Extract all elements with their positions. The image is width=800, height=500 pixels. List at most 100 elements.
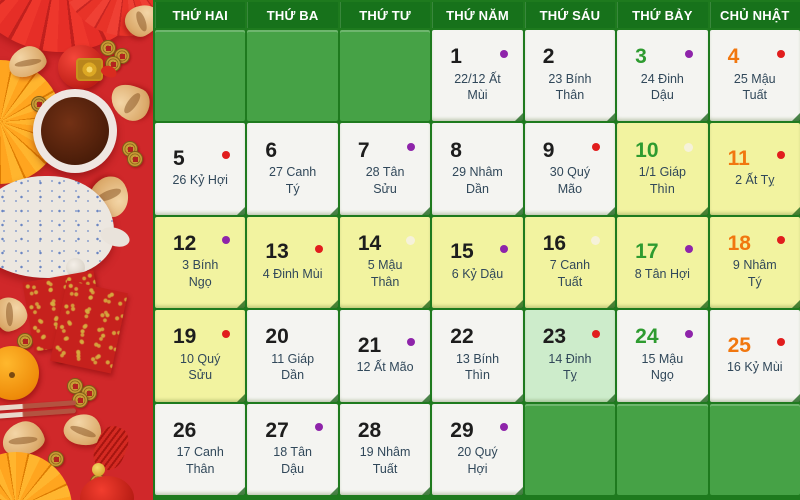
teapot-icon (0, 176, 114, 278)
lunar-date: 29 Nhâm Dần (452, 165, 503, 196)
day-cell-8[interactable]: 8 29 Nhâm Dần (432, 123, 524, 216)
solar-day-number: 20 (265, 325, 289, 349)
day-cell-4[interactable]: 4 25 Mậu Tuất (709, 30, 800, 122)
lunar-date: 10 Quý Sửu (180, 351, 221, 383)
weekday-header-2: THỨ BA (247, 2, 338, 28)
day-cell-26[interactable]: 26 17 Canh Thân (155, 403, 246, 496)
day-cell-3[interactable]: 3 24 Đinh Dậu (617, 30, 708, 122)
day-cell-1[interactable]: 1 22/12 Ất Mùi (432, 30, 524, 122)
solar-day-number: 12 (173, 231, 197, 255)
event-dot-pale-icon (406, 236, 416, 246)
empty-cell (339, 30, 431, 122)
day-cell-5[interactable]: 5 26 Kỷ Hợi (155, 123, 246, 216)
event-dot-purple-icon (314, 423, 323, 432)
day-cell-24[interactable]: 24 15 Mậu Ngọ (617, 310, 708, 403)
lunar-date: 22/12 Ất Mùi (454, 71, 501, 103)
weekday-header-7: CHỦ NHẬT (709, 2, 800, 28)
day-cell-9[interactable]: 9 30 Quý Mão (524, 123, 616, 216)
day-cell-19[interactable]: 19 10 Quý Sửu (155, 310, 246, 403)
day-cell-28[interactable]: 28 19 Nhâm Tuất (339, 403, 431, 496)
empty-cell (709, 403, 800, 495)
day-cell-7[interactable]: 7 28 Tân Sửu (339, 123, 431, 216)
day-cell-12[interactable]: 12 3 Bính Ngọ (155, 216, 246, 309)
lunar-date: 13 Bính Thìn (455, 351, 500, 383)
lunar-date: 20 Quý Hợi (457, 445, 498, 476)
event-dot-red-icon (777, 236, 785, 245)
solar-day-number: 13 (265, 240, 289, 264)
day-cell-22[interactable]: 22 13 Bính Thìn (432, 310, 524, 403)
solar-day-number: 29 (450, 418, 474, 442)
solar-day-number: 27 (265, 418, 289, 442)
day-cell-25[interactable]: 25 16 Kỷ Mùi (709, 310, 800, 403)
solar-day-number: 28 (357, 418, 382, 442)
day-cell-20[interactable]: 20 11 Giáp Dần (247, 310, 339, 403)
lunar-date: 30 Quý Mão (549, 165, 591, 196)
event-dot-purple-icon (407, 338, 416, 347)
chopstick-icon (0, 408, 77, 419)
lunar-date: 15 Mậu Ngọ (641, 351, 684, 383)
day-cell-17[interactable]: 17 8 Tân Hợi (617, 216, 708, 309)
lunar-date: 25 Mậu Tuất (733, 71, 776, 103)
solar-day-number: 25 (727, 333, 751, 357)
event-dot-red-icon (222, 151, 231, 160)
lunar-date: 3 Bính Ngọ (182, 258, 219, 289)
solar-day-number: 11 (727, 146, 750, 170)
day-cell-2[interactable]: 2 23 Bính Thân (524, 30, 616, 122)
day-cell-6[interactable]: 6 27 Canh Tý (247, 123, 339, 216)
gold-coin-icon (100, 40, 116, 56)
lunar-date: 9 Nhâm Tý (732, 258, 777, 289)
empty-cell (617, 403, 708, 495)
solar-day-number: 16 (542, 231, 567, 255)
solar-day-number: 22 (450, 325, 474, 349)
day-cell-10[interactable]: 10 1/1 Giáp Thìn (617, 123, 708, 216)
day-cell-21[interactable]: 21 12 Ất Mão (339, 310, 431, 403)
day-cell-29[interactable]: 29 20 Quý Hợi (432, 403, 524, 496)
weekday-header-4: THỨ NĂM (432, 2, 523, 28)
lunar-date: 6 Kỷ Dậu (451, 266, 504, 281)
solar-day-number: 14 (357, 231, 382, 255)
solar-day-number: 5 (173, 146, 185, 170)
event-dot-pale-icon (591, 236, 601, 246)
empty-cell (524, 403, 616, 495)
day-cell-27[interactable]: 27 18 Tân Dậu (247, 403, 339, 496)
solar-day-number: 3 (635, 45, 647, 69)
event-dot-red-icon (592, 329, 601, 338)
solar-day-number: 18 (727, 231, 751, 255)
solar-day-number: 26 (173, 418, 197, 442)
solar-day-number: 8 (450, 138, 462, 162)
lunar-date: 8 Tân Hợi (634, 266, 690, 281)
lunar-date: 7 Canh Tuất (549, 258, 591, 289)
gold-bead-icon (92, 463, 105, 476)
calendar-grid: THỨ HAI THỨ BA THỨ TƯ THỨ NĂM THỨ SÁU THỨ BẢY… (153, 0, 800, 500)
day-cell-11[interactable]: 11 2 Ất Tỵ (709, 123, 800, 216)
solar-day-number: 19 (173, 325, 197, 349)
solar-day-number: 4 (727, 45, 740, 69)
event-dot-red-icon (777, 49, 785, 58)
empty-cell (247, 30, 338, 122)
solar-day-number: 7 (357, 138, 370, 162)
red-tassel-pom-icon (80, 476, 134, 500)
day-cell-13[interactable]: 13 4 Đinh Mùi (247, 216, 339, 309)
gold-medallion-icon (76, 58, 103, 81)
event-dot-purple-icon (499, 49, 508, 58)
day-cell-23[interactable]: 23 14 Đinh Tỵ (524, 310, 616, 403)
day-cell-15[interactable]: 15 6 Kỷ Dậu (432, 216, 524, 309)
lunar-date: 5 Mậu Thân (367, 258, 403, 289)
lunar-date: 11 Giáp Dần (271, 351, 315, 383)
solar-day-number: 2 (542, 45, 555, 69)
lunar-date: 14 Đinh Tỵ (548, 351, 592, 383)
day-cell-14[interactable]: 14 5 Mậu Thân (339, 216, 431, 309)
tet-decoration-photo (0, 0, 153, 500)
tangerine-icon (0, 346, 39, 400)
lunar-date: 18 Tân Dậu (273, 445, 312, 476)
solar-day-number: 10 (635, 138, 659, 162)
event-dot-purple-icon (499, 244, 508, 253)
lunar-date: 12 Ất Mão (356, 360, 414, 375)
day-cell-18[interactable]: 18 9 Nhâm Tý (709, 216, 800, 309)
event-dot-pale-icon (683, 143, 693, 153)
weekday-header-5: THỨ SÁU (524, 2, 616, 28)
day-cell-16[interactable]: 16 7 Canh Tuất (524, 216, 616, 309)
event-dot-red-icon (592, 143, 601, 152)
solar-day-number: 6 (265, 138, 278, 162)
solar-day-number: 24 (635, 325, 659, 349)
